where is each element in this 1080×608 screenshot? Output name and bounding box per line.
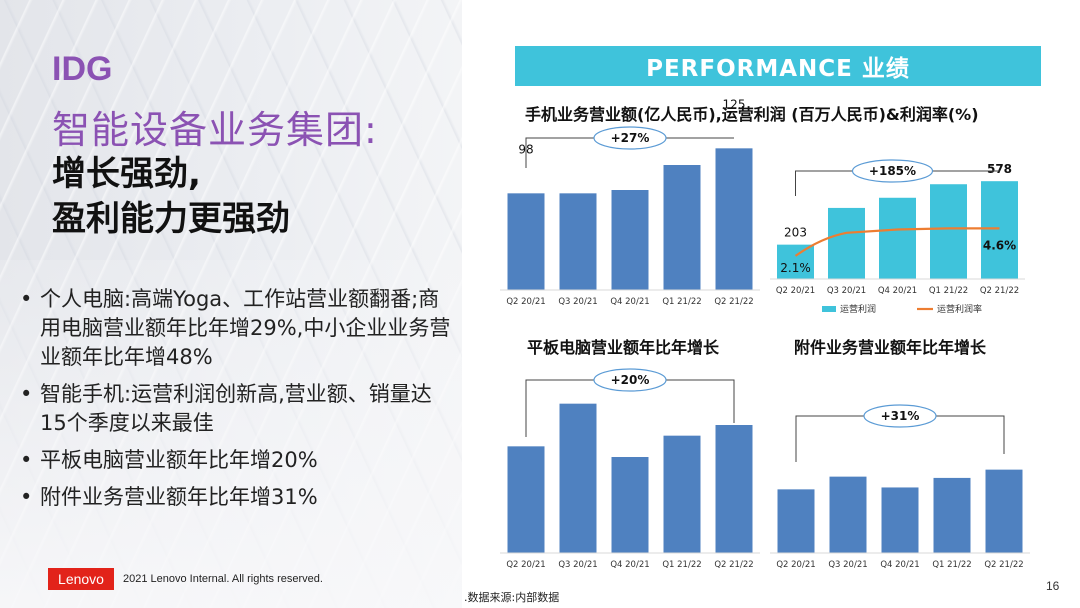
accessory-revenue-chart: Q2 20/21 Q3 20/21 Q4 20/21 Q1 21/22 Q2 21/22… [770, 404, 1030, 570]
growth-label: +185% [869, 164, 916, 178]
profit-bar-0 [777, 244, 814, 279]
growth-label: +27% [611, 131, 650, 145]
profit-bar-1 [828, 207, 865, 279]
profit-bar-label-4: 578 [987, 162, 1012, 176]
bar-3 [663, 435, 701, 553]
accessory-chart-title: 附件业务营业额年比年增长 [794, 338, 987, 357]
section-title-cn: 智能设备业务集团: [52, 108, 378, 152]
section-title-en: IDG [52, 50, 113, 88]
legend-label-line: 运营利润率 [937, 303, 982, 315]
headline-line-2: 盈利能力更强劲 [52, 199, 290, 239]
margin-line [794, 227, 1000, 257]
tick-label-2: Q4 20/21 [610, 297, 649, 307]
tick-label-3: Q1 21/22 [662, 297, 701, 307]
bar-2 [611, 190, 649, 290]
tablet-chart-title: 平板电脑营业额年比年增长 [527, 338, 720, 357]
bar-1 [559, 193, 597, 290]
bar-4 [985, 469, 1023, 553]
bullet-item-tablet: • 平板电脑营业额年比年增20% [18, 446, 458, 475]
bullet-item-phone: • 智能手机:运营利润创新高,营业额、销量达15个季度以来最佳 [18, 380, 458, 438]
tick-label-0: Q2 20/21 [506, 560, 545, 570]
bar-0 [507, 193, 545, 290]
tick-label-0: Q2 20/21 [776, 286, 815, 296]
bullet-dot-icon: • [20, 287, 33, 311]
profit-bar-3 [930, 184, 967, 279]
bar-2 [611, 457, 649, 553]
tick-label-0: Q2 20/21 [506, 297, 545, 307]
tick-label-2: Q4 20/21 [880, 560, 919, 570]
tick-label-3: Q1 21/22 [932, 560, 971, 570]
growth-label: +20% [611, 373, 650, 387]
headline-line-1: 增长强劲, [52, 154, 201, 194]
margin-label-0: 2.1% [780, 261, 811, 275]
tick-label-4: Q2 21/22 [714, 560, 753, 570]
profit-bar-label-0: 203 [784, 226, 807, 240]
bullet-item-pc: • 个人电脑:高端Yoga、工作站营业额翻番;商用电脑营业额年比年增29%,中小企… [18, 285, 458, 372]
tick-label-4: Q2 21/22 [980, 286, 1019, 296]
growth-oval [851, 159, 934, 183]
tick-label-4: Q2 21/22 [984, 560, 1023, 570]
legend-label-bar: 运营利润 [840, 303, 876, 315]
tick-label-2: Q4 20/21 [878, 286, 917, 296]
profit-bar-2 [879, 197, 916, 279]
data-label-4: 125 [723, 97, 746, 111]
tick-label-1: Q3 20/21 [558, 297, 597, 307]
tick-label-3: Q1 21/22 [929, 286, 968, 296]
legend-swatch-bar [822, 306, 836, 312]
bullet-list: • 个人电脑:高端Yoga、工作站营业额翻番;商用电脑营业额年比年增29%,中小企… [18, 285, 458, 520]
mobile-chart-title: 手机业务营业额(亿人民币),运营利润 (百万人民币)&利润率(%) [525, 105, 979, 124]
bar-0 [507, 446, 545, 553]
bar-0 [777, 489, 815, 553]
page-number: 16 [1046, 579, 1060, 593]
bullet-text: 智能手机:运营利润创新高,营业额、销量达15个季度以来最佳 [40, 382, 432, 435]
bar-3 [933, 477, 971, 553]
growth-oval [863, 404, 937, 428]
bar-1 [829, 476, 867, 553]
profit-bar-4 [981, 181, 1018, 279]
margin-label-4: 4.6% [983, 238, 1016, 252]
bar-4 [715, 425, 753, 553]
bullet-text: 个人电脑:高端Yoga、工作站营业额翻番;商用电脑营业额年比年增29%,中小企业… [40, 287, 451, 369]
tick-label-1: Q3 20/21 [828, 560, 867, 570]
bullet-text: 平板电脑营业额年比年增20% [40, 448, 318, 472]
lenovo-logo: Lenovo [48, 568, 114, 590]
tablet-revenue-chart: Q2 20/21 Q3 20/21 Q4 20/21 Q1 21/22 Q2 21/22… [500, 368, 760, 570]
mobile-profit-chart: 203 Q2 20/21 Q3 20/21 Q4 20/21 Q1 21/22 578 Q2… [770, 159, 1025, 315]
growth-oval [593, 126, 667, 150]
growth-oval [593, 368, 667, 392]
bullet-text: 附件业务营业额年比年增31% [40, 485, 318, 509]
performance-banner: PERFORMANCE 业绩 [515, 46, 1041, 86]
data-source-note: .数据来源:内部数据 [464, 591, 560, 604]
tick-label-3: Q1 21/22 [662, 560, 701, 570]
left-panel-fade [0, 260, 462, 608]
bar-2 [881, 487, 919, 553]
bar-3 [663, 165, 701, 290]
bullet-dot-icon: • [20, 382, 33, 406]
bar-4 [715, 148, 753, 290]
tick-label-0: Q2 20/21 [776, 560, 815, 570]
tick-label-4: Q2 21/22 [714, 297, 753, 307]
growth-label: +31% [881, 409, 920, 423]
bar-1 [559, 403, 597, 553]
bullet-item-accessory: • 附件业务营业额年比年增31% [18, 483, 458, 512]
bullet-dot-icon: • [20, 485, 33, 509]
bullet-dot-icon: • [20, 448, 33, 472]
copyright-text: 2021 Lenovo Internal. All rights reserve… [123, 573, 323, 585]
tick-label-1: Q3 20/21 [827, 286, 866, 296]
tick-label-1: Q3 20/21 [558, 560, 597, 570]
tick-label-2: Q4 20/21 [610, 560, 649, 570]
